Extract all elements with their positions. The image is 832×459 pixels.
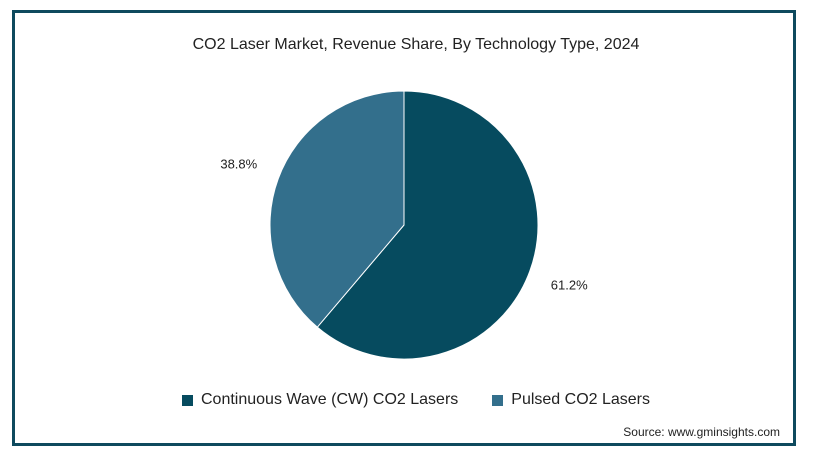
- pie-slice-cw: [316, 90, 539, 360]
- legend-swatch-pulsed: [492, 394, 504, 406]
- pie-slice-pulsed: [269, 90, 405, 328]
- legend-label-cw: Continuous Wave (CW) CO2 Lasers: [201, 391, 459, 408]
- legend-label-pulsed: Pulsed CO2 Lasers: [511, 391, 650, 408]
- legend-item-pulsed: Pulsed CO2 Lasers: [492, 391, 650, 409]
- legend-item-cw: Continuous Wave (CW) CO2 Lasers: [182, 391, 458, 409]
- legend: Continuous Wave (CW) CO2 Lasers Pulsed C…: [0, 391, 832, 409]
- chart-title: CO2 Laser Market, Revenue Share, By Tech…: [192, 36, 640, 53]
- slice-label-pulsed: 38.8%: [220, 156, 257, 171]
- source-note: Source: www.gminsights.com: [623, 425, 780, 439]
- slice-label-cw: 61.2%: [551, 278, 588, 293]
- legend-swatch-cw: [182, 394, 193, 406]
